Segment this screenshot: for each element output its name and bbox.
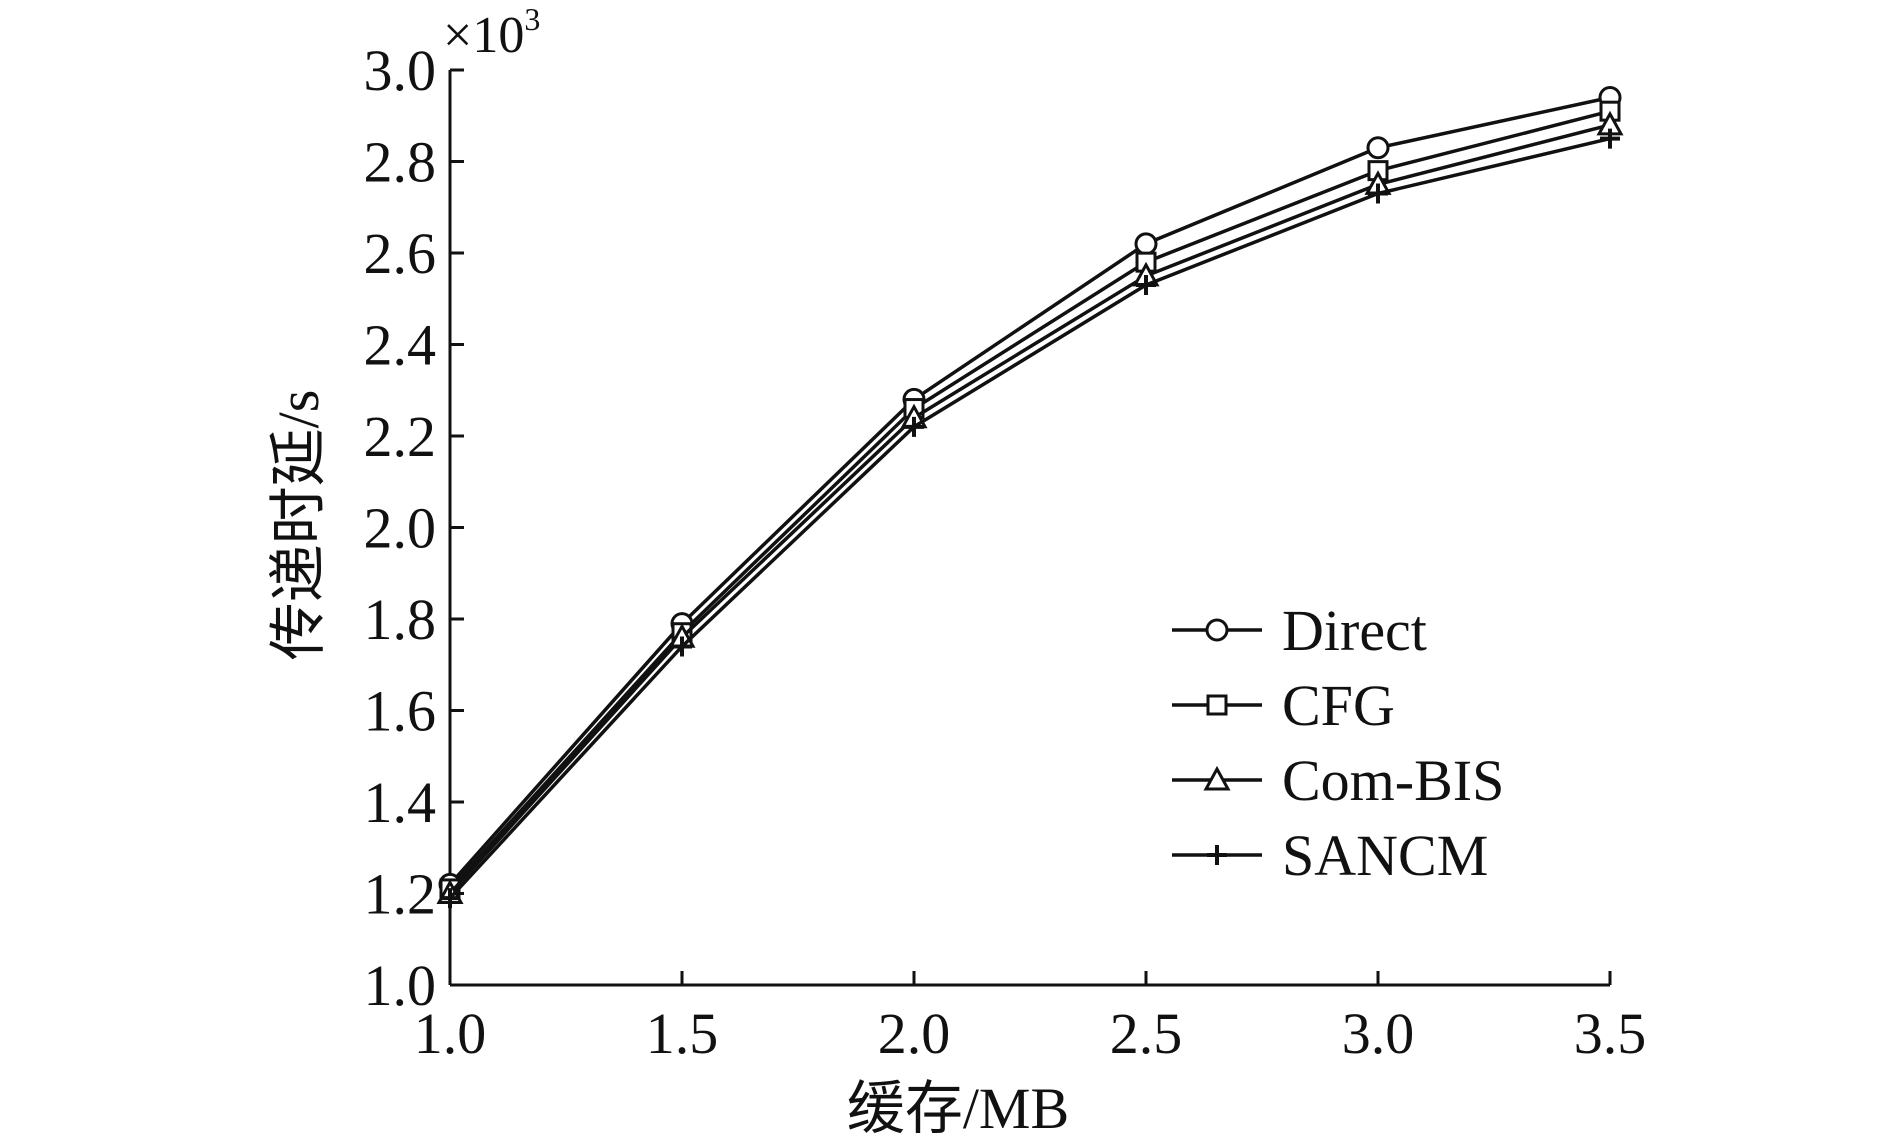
x-axis-title: 缓存/MB <box>847 1076 1069 1138</box>
data-point-sancm <box>1600 128 1620 149</box>
series-line-sancm <box>448 136 1611 900</box>
series-line-direct <box>448 95 1611 886</box>
x-tick-label: 2.5 <box>1110 1001 1183 1066</box>
legend-label-sancm: SANCM <box>1282 823 1488 888</box>
y-tick-label: 2.6 <box>364 221 437 286</box>
y-tick-label: 2.2 <box>364 404 437 469</box>
y-tick-label: 2.8 <box>364 130 437 195</box>
legend-label-direct: Direct <box>1282 598 1427 663</box>
x-tick-label: 3.0 <box>1342 1001 1415 1066</box>
series-line-cfg <box>448 109 1611 891</box>
multiplier-exponent: 3 <box>524 1 540 37</box>
series-sancm <box>440 128 1620 909</box>
y-tick-label: 2.0 <box>364 496 437 561</box>
y-tick-label: 3.0 <box>364 38 437 103</box>
data-point-sancm <box>1136 275 1156 296</box>
data-point-sancm <box>904 416 924 437</box>
series-line-com-bis <box>448 123 1611 895</box>
axes: 1.0 1.2 1.4 1.6 1.8 2.0 2.2 2.4 2.6 2.8 3.0 1.0 1.5 2… <box>364 38 1647 1066</box>
x-tick-label: 2.0 <box>878 1001 951 1066</box>
legend-marker-cfg <box>1206 694 1228 716</box>
data-point-direct <box>1366 136 1390 160</box>
legend-item-cfg: CFG <box>1172 673 1395 738</box>
data-point-sancm <box>672 636 692 657</box>
legend-item-sancm: SANCM <box>1172 823 1488 888</box>
y-tick-label: 1.8 <box>364 587 437 652</box>
series-layer <box>436 85 1624 909</box>
legend-marker-direct <box>1205 618 1229 642</box>
y-tick-label: 1.2 <box>364 862 437 927</box>
y-tick-label: 1.6 <box>364 679 437 744</box>
legend-marker-sancm <box>1207 845 1227 865</box>
data-point-direct <box>1134 232 1158 256</box>
legend-label-cfg: CFG <box>1282 673 1395 738</box>
y-tick-label: 1.4 <box>364 770 437 835</box>
data-point-sancm <box>440 888 460 909</box>
legend: Direct CFG Com-BIS SANCM <box>1172 598 1504 888</box>
legend-item-com-bis: Com-BIS <box>1172 748 1504 813</box>
legend-item-direct: Direct <box>1172 598 1427 663</box>
y-tick-label: 1.0 <box>364 953 437 1018</box>
legend-marker-com-bis <box>1203 765 1231 791</box>
x-tick-label: 1.5 <box>646 1001 719 1066</box>
legend-label-com-bis: Com-BIS <box>1282 748 1504 813</box>
multiplier-base: ×10 <box>443 7 524 64</box>
y-axis-title: 传递时延/s <box>266 390 331 661</box>
y-axis-multiplier: ×103 <box>443 1 540 64</box>
data-point-sancm <box>1368 183 1388 204</box>
x-tick-label: 3.5 <box>1574 1001 1647 1066</box>
y-tick-label: 2.4 <box>364 313 437 378</box>
x-tick-label: 1.0 <box>414 1001 487 1066</box>
